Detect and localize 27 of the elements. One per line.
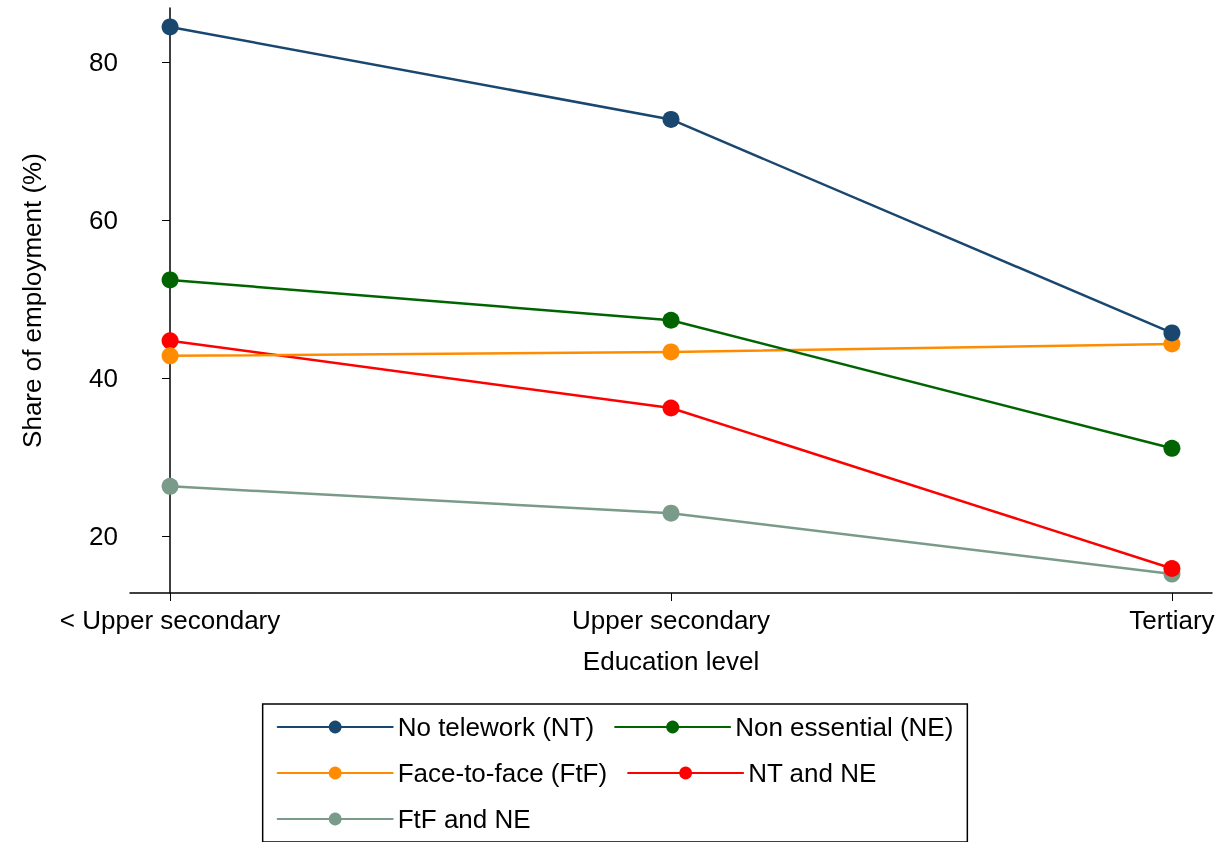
point	[662, 343, 680, 361]
point	[662, 110, 680, 128]
y-tick-label: 20	[89, 521, 118, 552]
point	[662, 399, 680, 417]
point	[1163, 560, 1181, 577]
x-axis-title: Education level	[582, 646, 760, 676]
point	[161, 332, 179, 350]
y-tick-label: 40	[89, 362, 118, 393]
x-tick-label: < Upper secondary	[59, 605, 281, 635]
point	[161, 347, 179, 365]
legend-label: NT and NE	[748, 758, 877, 788]
point	[161, 18, 179, 36]
legend-label: No telework (NT)	[397, 712, 595, 742]
x-tick-label: Upper secondary	[572, 605, 770, 635]
x-tick-label: Tertiary	[1129, 605, 1215, 635]
point	[161, 271, 179, 289]
point	[1163, 439, 1181, 457]
point	[662, 504, 680, 522]
legend-label: Face-to-face (FtF)	[397, 758, 608, 788]
y-axis-title: Share of employment (%)	[17, 153, 47, 448]
y-tick-label: 80	[89, 46, 118, 77]
point	[1163, 324, 1181, 342]
point	[161, 477, 179, 495]
y-tick-label: 60	[89, 204, 118, 235]
legend-label: FtF and NE	[397, 804, 531, 834]
legend-label: Non essential (NE)	[735, 712, 954, 742]
point	[662, 311, 680, 329]
